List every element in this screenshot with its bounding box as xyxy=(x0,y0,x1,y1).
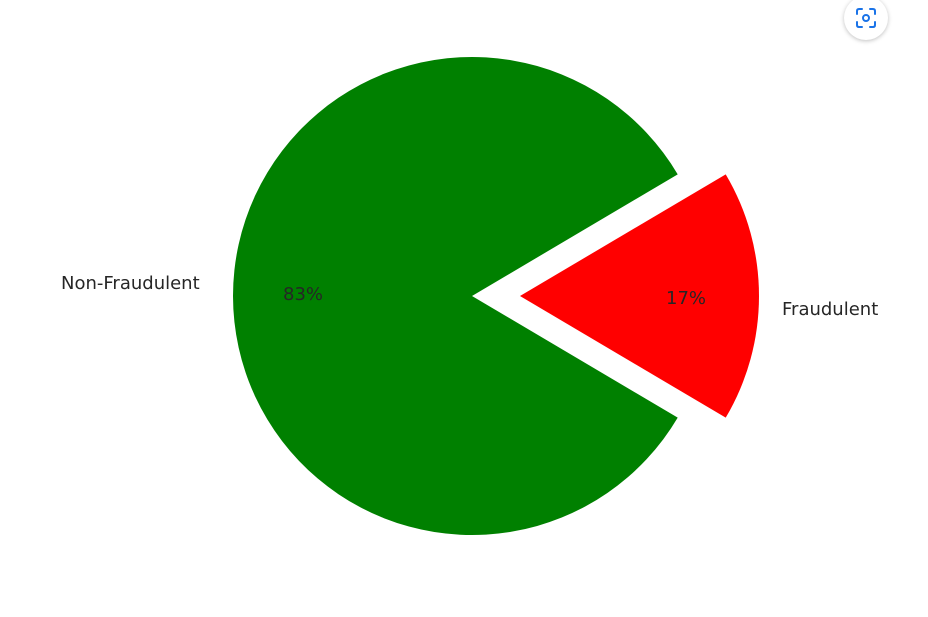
lens-scan-icon xyxy=(856,8,876,28)
slice-percent-non-fraudulent: 83% xyxy=(283,284,323,305)
lens-button[interactable] xyxy=(844,0,888,40)
pie-slice-non-fraudulent xyxy=(232,57,678,536)
slice-label-fraudulent: Fraudulent xyxy=(782,299,878,320)
slice-label-non-fraudulent: Non-Fraudulent xyxy=(61,273,200,294)
pie-slice-fraudulent xyxy=(520,174,759,418)
slice-percent-fraudulent: 17% xyxy=(666,288,706,309)
